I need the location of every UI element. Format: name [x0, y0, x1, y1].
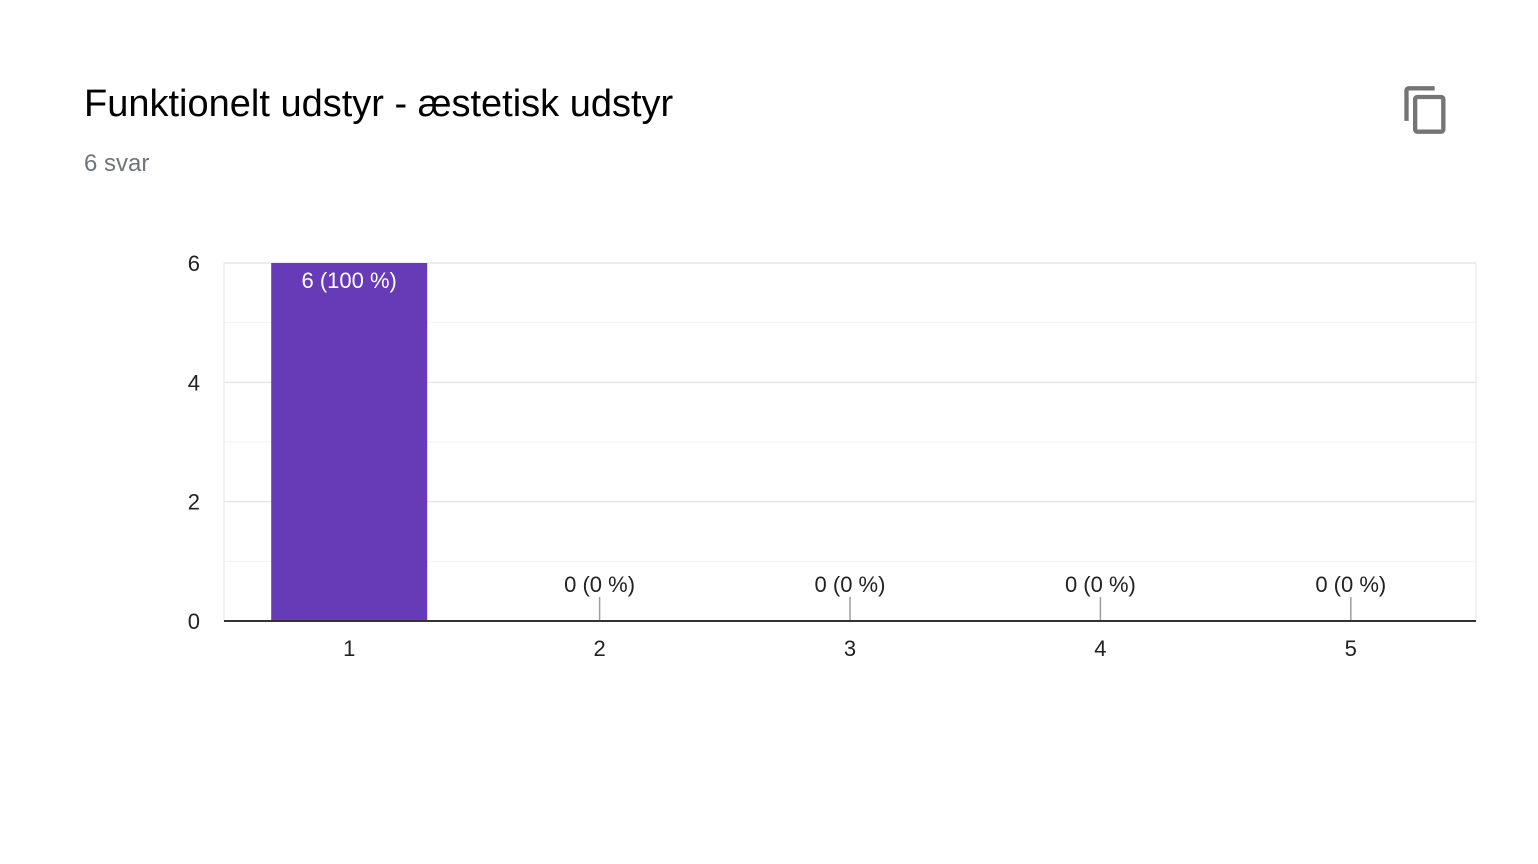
x-tick-label: 4: [1094, 636, 1106, 661]
bar: [271, 263, 428, 621]
data-label: 0 (0 %): [815, 572, 886, 597]
response-count: 6 svar: [84, 150, 150, 177]
data-label: 0 (0 %): [1315, 572, 1386, 597]
y-tick-label: 0: [188, 609, 200, 634]
x-tick-label: 3: [844, 636, 856, 661]
x-tick-label: 1: [343, 636, 355, 661]
copy-chart-button[interactable]: [1400, 84, 1452, 136]
y-tick-label: 2: [188, 490, 200, 515]
question-title: Funktionelt udstyr - æstetisk udstyr: [84, 83, 674, 125]
y-tick-label: 4: [188, 370, 200, 395]
data-label: 0 (0 %): [564, 572, 635, 597]
x-tick-label: 5: [1345, 636, 1357, 661]
data-label: 6 (100 %): [302, 268, 397, 293]
copy-icon: [1404, 86, 1446, 134]
y-tick-label: 6: [188, 251, 200, 276]
data-label: 0 (0 %): [1065, 572, 1136, 597]
x-tick-label: 2: [593, 636, 605, 661]
